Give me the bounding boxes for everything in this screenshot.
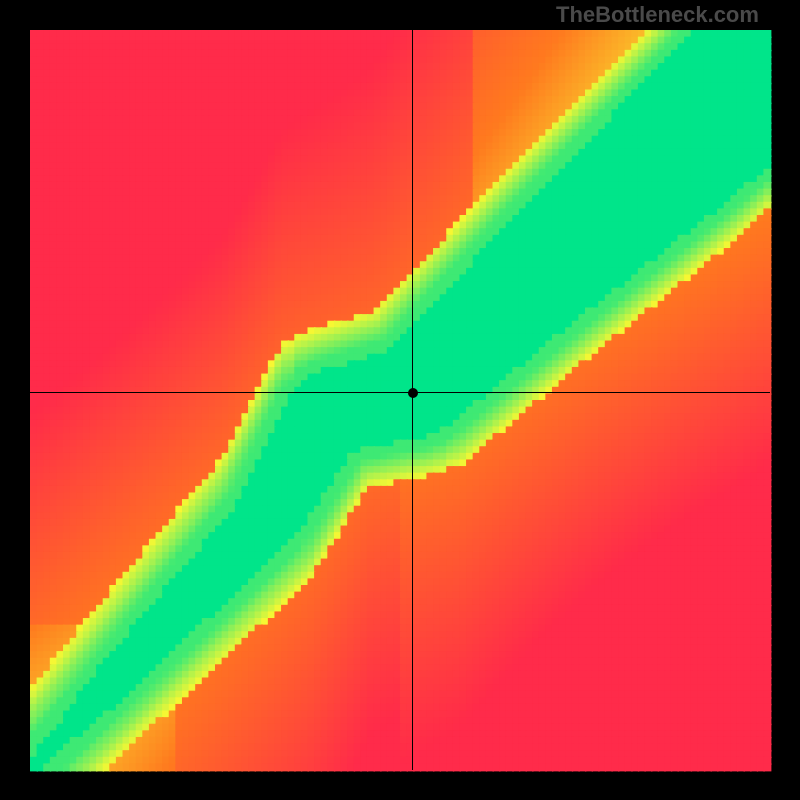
crosshair-horizontal	[30, 392, 770, 393]
watermark-text: TheBottleneck.com	[556, 2, 759, 28]
crosshair-vertical	[412, 30, 413, 770]
bottleneck-heatmap	[0, 0, 800, 800]
crosshair-dot	[407, 387, 419, 399]
